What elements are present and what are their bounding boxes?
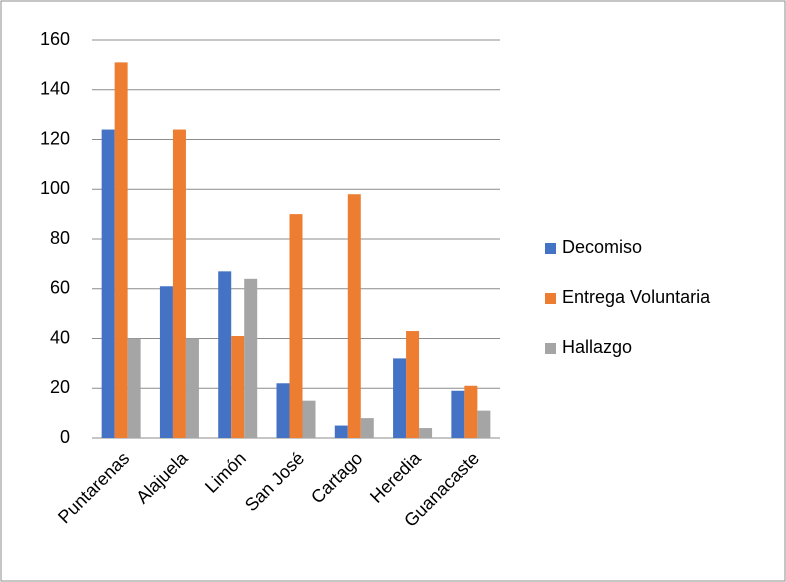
bar — [159, 286, 173, 438]
bar — [393, 358, 407, 438]
bar — [419, 428, 433, 438]
y-tick-label: 100 — [40, 178, 70, 198]
legend-swatch — [545, 293, 556, 304]
bar — [114, 62, 128, 438]
bar — [231, 336, 245, 438]
bar — [172, 129, 186, 439]
legend-label: Hallazgo — [562, 337, 632, 357]
bar — [334, 425, 348, 438]
legend-label: Decomiso — [562, 237, 642, 257]
bar — [244, 278, 258, 438]
bar — [451, 390, 465, 438]
y-tick-label: 160 — [40, 29, 70, 49]
y-tick-label: 80 — [50, 228, 70, 248]
legend-label: Entrega Voluntaria — [562, 287, 711, 307]
y-tick-label: 140 — [40, 79, 70, 99]
legend-swatch — [545, 343, 556, 354]
y-tick-label: 20 — [50, 377, 70, 397]
bar — [127, 338, 141, 438]
bar — [360, 418, 374, 438]
bar — [406, 331, 420, 438]
y-tick-label: 120 — [40, 128, 70, 148]
bar — [185, 338, 199, 438]
bar — [347, 194, 361, 438]
bar — [101, 129, 115, 439]
y-tick-label: 0 — [60, 427, 70, 447]
bar — [464, 385, 478, 438]
bar — [302, 400, 316, 438]
bar — [276, 383, 290, 438]
bar — [218, 271, 232, 438]
bar — [289, 214, 303, 438]
legend-swatch — [545, 243, 556, 254]
bar — [477, 410, 491, 438]
y-tick-label: 40 — [50, 327, 70, 347]
y-tick-label: 60 — [50, 278, 70, 298]
